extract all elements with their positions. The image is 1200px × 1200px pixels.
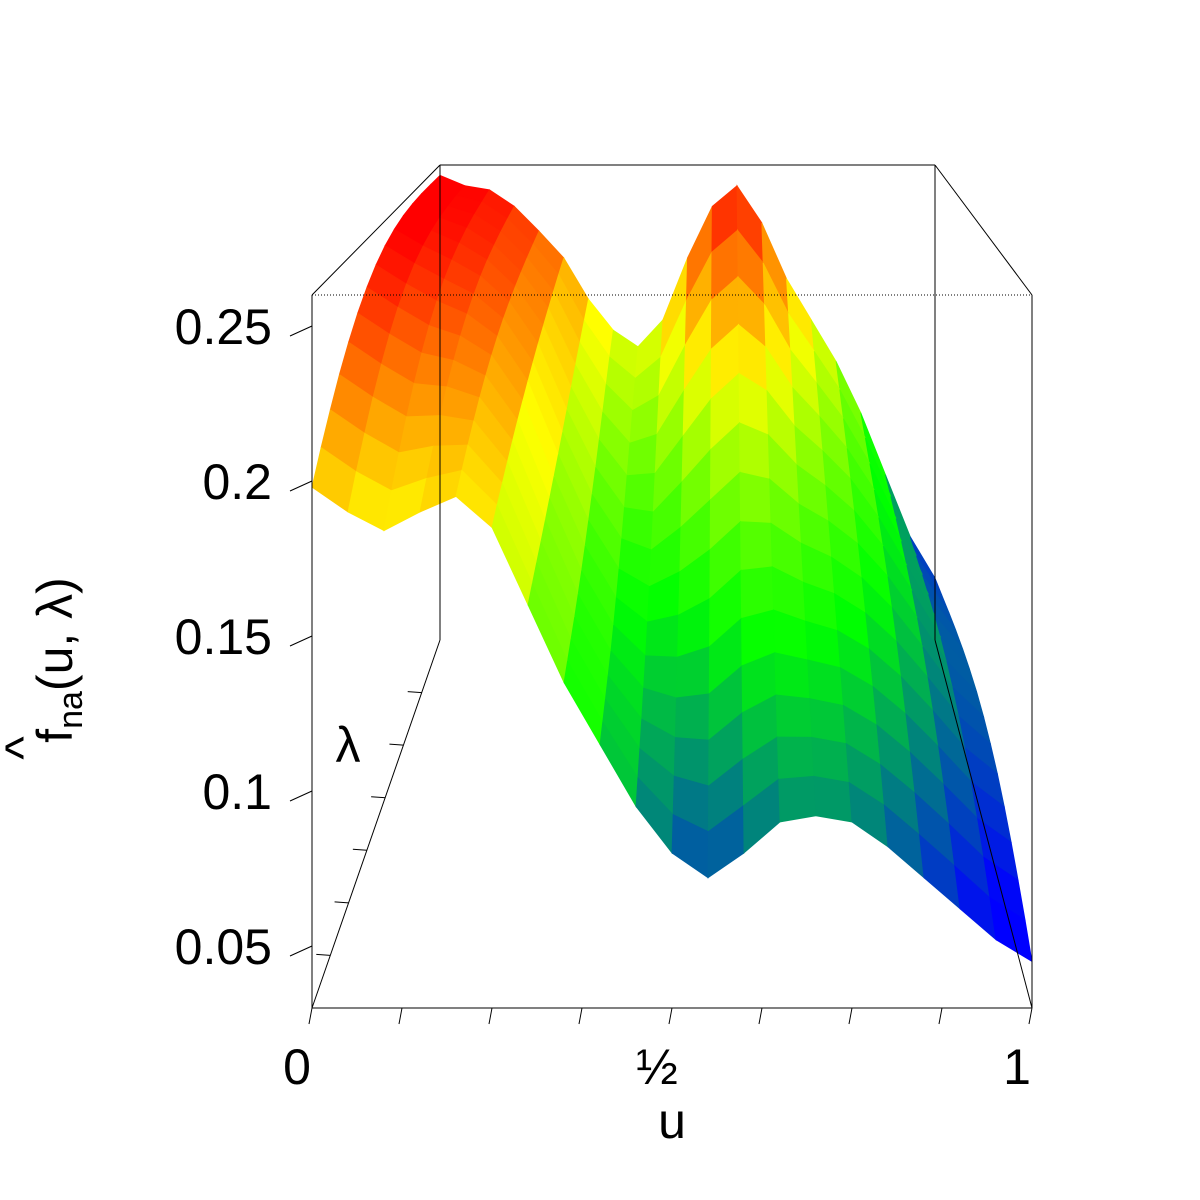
surface-layer <box>311 174 1033 963</box>
surface-patch <box>645 614 680 658</box>
z-axis-title-subscript: na <box>52 691 90 729</box>
surface-patch <box>811 736 850 783</box>
box-right-top <box>934 164 1033 296</box>
surface-patch <box>740 566 774 619</box>
svg-text:fna(u, λ): fna(u, λ) <box>27 577 90 743</box>
box-right-bottom <box>934 639 1033 1009</box>
x-tick-mark <box>938 1007 943 1025</box>
z-tick-mark <box>289 790 313 802</box>
z-tick-label: 0.05 <box>175 919 272 975</box>
z-tick-mark <box>289 945 313 957</box>
z-tick-label: 0.25 <box>175 299 272 355</box>
surface-patch <box>774 652 811 700</box>
lambda-tick-mark <box>371 796 386 799</box>
z-axis-title: fna(u, λ) ^ <box>0 577 90 760</box>
surface-patch <box>809 698 847 745</box>
z-tick-label: 0.2 <box>202 454 272 510</box>
z-tick-label: 0.1 <box>202 764 272 820</box>
surface-patch <box>739 471 772 524</box>
surface-patch <box>623 472 656 513</box>
x-tick-label: 1 <box>1003 1039 1031 1095</box>
lambda-tick-mark <box>407 691 422 694</box>
box-left-bottom <box>311 639 441 1009</box>
bounding-box <box>311 164 1033 1009</box>
z-axis-title-args: (u, λ) <box>27 577 83 691</box>
lambda-tick-mark <box>389 743 404 746</box>
x-tick-mark <box>398 1007 403 1025</box>
lambda-tick-mark <box>334 901 349 904</box>
lambda-tick-mark <box>316 953 331 956</box>
z-tick-mark <box>289 635 313 647</box>
x-tick-mark <box>668 1007 673 1025</box>
z-axis-title-symbol: f <box>27 729 83 743</box>
z-tick-label: 0.15 <box>175 609 272 665</box>
surface-patch <box>740 521 773 571</box>
x-tick-mark <box>578 1007 583 1025</box>
z-tick-mark <box>289 325 313 337</box>
lambda-tick-mark <box>352 848 367 851</box>
z-tick-mark <box>289 480 313 492</box>
z-axis-title-hat: ^ <box>0 736 51 760</box>
x-axis-title: u <box>658 1093 686 1149</box>
x-tick-mark <box>488 1007 493 1025</box>
x-tick-label: ½ <box>636 1039 678 1095</box>
box-left-top <box>311 164 441 296</box>
surface-patch <box>807 659 844 706</box>
x-tick-label: 0 <box>283 1039 311 1095</box>
surface-patch <box>775 694 813 738</box>
x-tick-mark <box>848 1007 853 1025</box>
y-axis-title: λ <box>336 717 361 773</box>
surface-patch <box>813 775 853 823</box>
x-tick-mark <box>758 1007 763 1025</box>
surface-patch <box>778 775 817 823</box>
x-tick-mark <box>1028 1007 1033 1025</box>
axis-ticks: 0.05 0.1 0.15 0.2 0.25 0 ½ 1 <box>175 299 1033 1095</box>
x-tick-mark <box>308 1007 313 1025</box>
surface-patch <box>776 736 815 780</box>
surface-patch <box>674 693 710 741</box>
